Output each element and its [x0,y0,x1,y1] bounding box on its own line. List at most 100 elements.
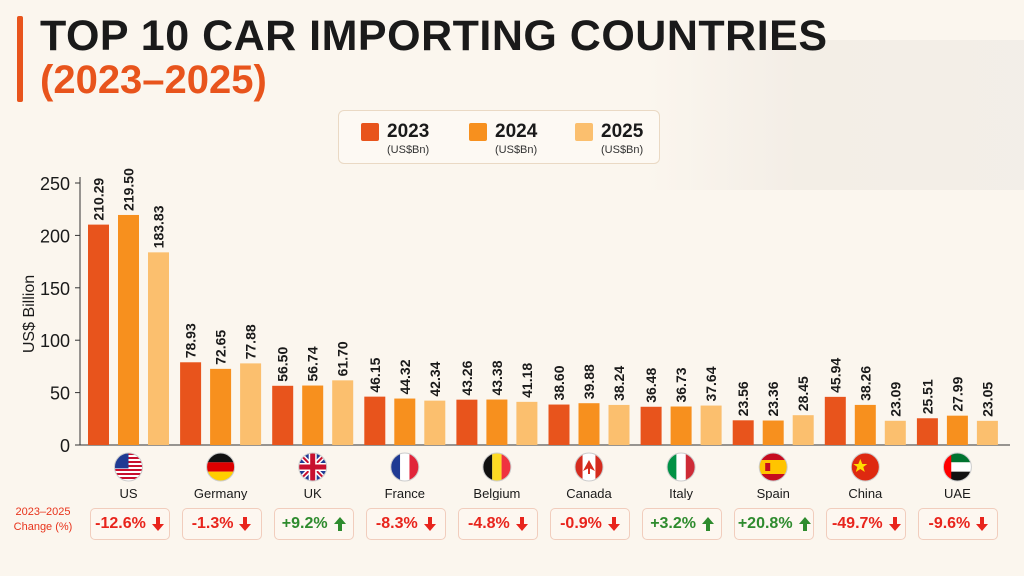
bar-spain-2025 [792,415,814,445]
data-label: 23.05 [979,382,995,417]
category-label: Italy [669,486,693,500]
chart-subtitle: (2023–2025) [40,58,267,102]
bar-us-2025 [148,252,169,445]
data-label: 219.50 [121,168,137,211]
change-value: -4.8% [467,515,510,532]
bar-spain-2024 [762,420,784,445]
arrow-down-icon [423,517,436,531]
category-label: China [848,486,883,500]
bar-us-2023 [88,224,109,445]
category-label: US [119,486,137,500]
china-flag-icon [850,452,880,482]
change-value: -8.3% [375,515,418,532]
change-badge-uk: +9.2% [273,508,354,540]
data-label: 72.65 [213,330,229,365]
data-label: 27.99 [949,376,965,411]
data-label: 28.45 [795,376,811,411]
chart-title: TOP 10 CAR IMPORTING COUNTRIES [40,12,828,60]
bar-canada-2024 [578,403,600,445]
legend: 2023 (US$Bn) 2024 (US$Bn) 2025 (US$Bn) [338,110,660,164]
legend-year-2024: 2024 [495,121,538,142]
change-badge-germany: -1.3% [181,508,262,540]
legend-unit-2023: (US$Bn) [387,144,430,156]
data-label: 43.26 [459,360,475,395]
data-label: 36.48 [643,368,659,403]
bar-italy-2024 [670,406,692,445]
y-tick-label: 50 [50,384,70,404]
bar-uae-2025 [976,420,998,445]
data-label: 44.32 [397,359,413,394]
bar-us-2024 [118,214,139,445]
change-value: -1.3% [191,515,234,532]
bar-italy-2025 [700,405,722,445]
bar-france-2025 [424,400,446,445]
arrow-down-icon [607,517,620,531]
change-value: -49.7% [831,515,883,532]
change-badge-spain: +20.8% [734,508,815,540]
data-label: 45.94 [827,358,843,393]
change-value: -9.6% [928,515,971,532]
france-flag-icon [390,452,420,482]
bar-france-2023 [364,396,386,445]
arrow-up-icon [333,517,346,531]
data-label: 25.51 [919,379,935,414]
change-badge-china: -49.7% [826,508,907,540]
title-accent-bar [17,16,23,102]
change-badge-france: -8.3% [365,508,446,540]
uk-flag-icon [298,452,328,482]
legend-swatch-2025 [575,123,593,141]
arrow-down-icon [239,517,252,531]
legend-year-2023: 2023 [387,121,430,142]
legend-unit-2025: (US$Bn) [601,144,644,156]
y-tick-label: 250 [40,174,70,194]
bar-uk-2025 [332,380,354,445]
legend-year-2025: 2025 [601,121,644,142]
change-badge-us: -12.6% [89,508,170,540]
y-axis-label: US$ Billion [21,275,38,353]
y-tick-label: 100 [40,331,70,351]
data-label: 23.09 [887,382,903,417]
arrow-down-icon [151,517,164,531]
change-row-label: 2023–2025 Change (%) [13,506,73,533]
data-label: 36.73 [673,367,689,402]
category-label: Germany [194,486,248,500]
data-label: 56.74 [305,346,321,381]
canada-flag-icon [574,452,604,482]
change-badge-italy: +3.2% [642,508,723,540]
category-label: Spain [757,486,790,500]
data-label: 46.15 [367,357,383,392]
data-label: 183.83 [151,205,167,248]
bar-germany-2024 [210,368,232,445]
italy-flag-icon [666,452,696,482]
data-label: 41.18 [519,363,535,398]
bar-belgium-2023 [456,399,478,445]
uae-flag-icon [942,452,972,482]
bar-canada-2025 [608,404,630,445]
change-badge-uae: -9.6% [918,508,999,540]
bar-italy-2023 [640,406,662,445]
arrow-up-icon [798,517,811,531]
bar-chart: 0 50 100 150 200 250 US$ Billion 210.29 219.50 18… [21,168,1010,500]
data-label: 56.50 [275,347,291,382]
legend-swatch-2023 [361,123,379,141]
data-label: 39.88 [581,364,597,399]
legend-unit-2024: (US$Bn) [495,144,538,156]
bar-france-2024 [394,398,416,445]
data-label: 37.64 [703,366,719,401]
change-value: -12.6% [95,515,146,532]
bar-belgium-2025 [516,401,538,445]
spain-flag-icon [758,452,788,482]
category-label: UK [304,486,322,500]
bar-uk-2024 [302,385,324,445]
data-label: 23.56 [735,381,751,416]
car-lot-background [644,40,1024,190]
arrow-up-icon [702,517,714,531]
y-tick-label: 0 [60,436,70,456]
data-label: 77.88 [243,324,259,359]
change-value: -0.9% [560,515,602,532]
data-label: 42.34 [427,361,443,396]
arrow-down-icon [515,517,528,531]
data-label: 43.38 [489,360,505,395]
bar-uae-2023 [916,418,938,445]
bar-china-2024 [854,404,876,445]
